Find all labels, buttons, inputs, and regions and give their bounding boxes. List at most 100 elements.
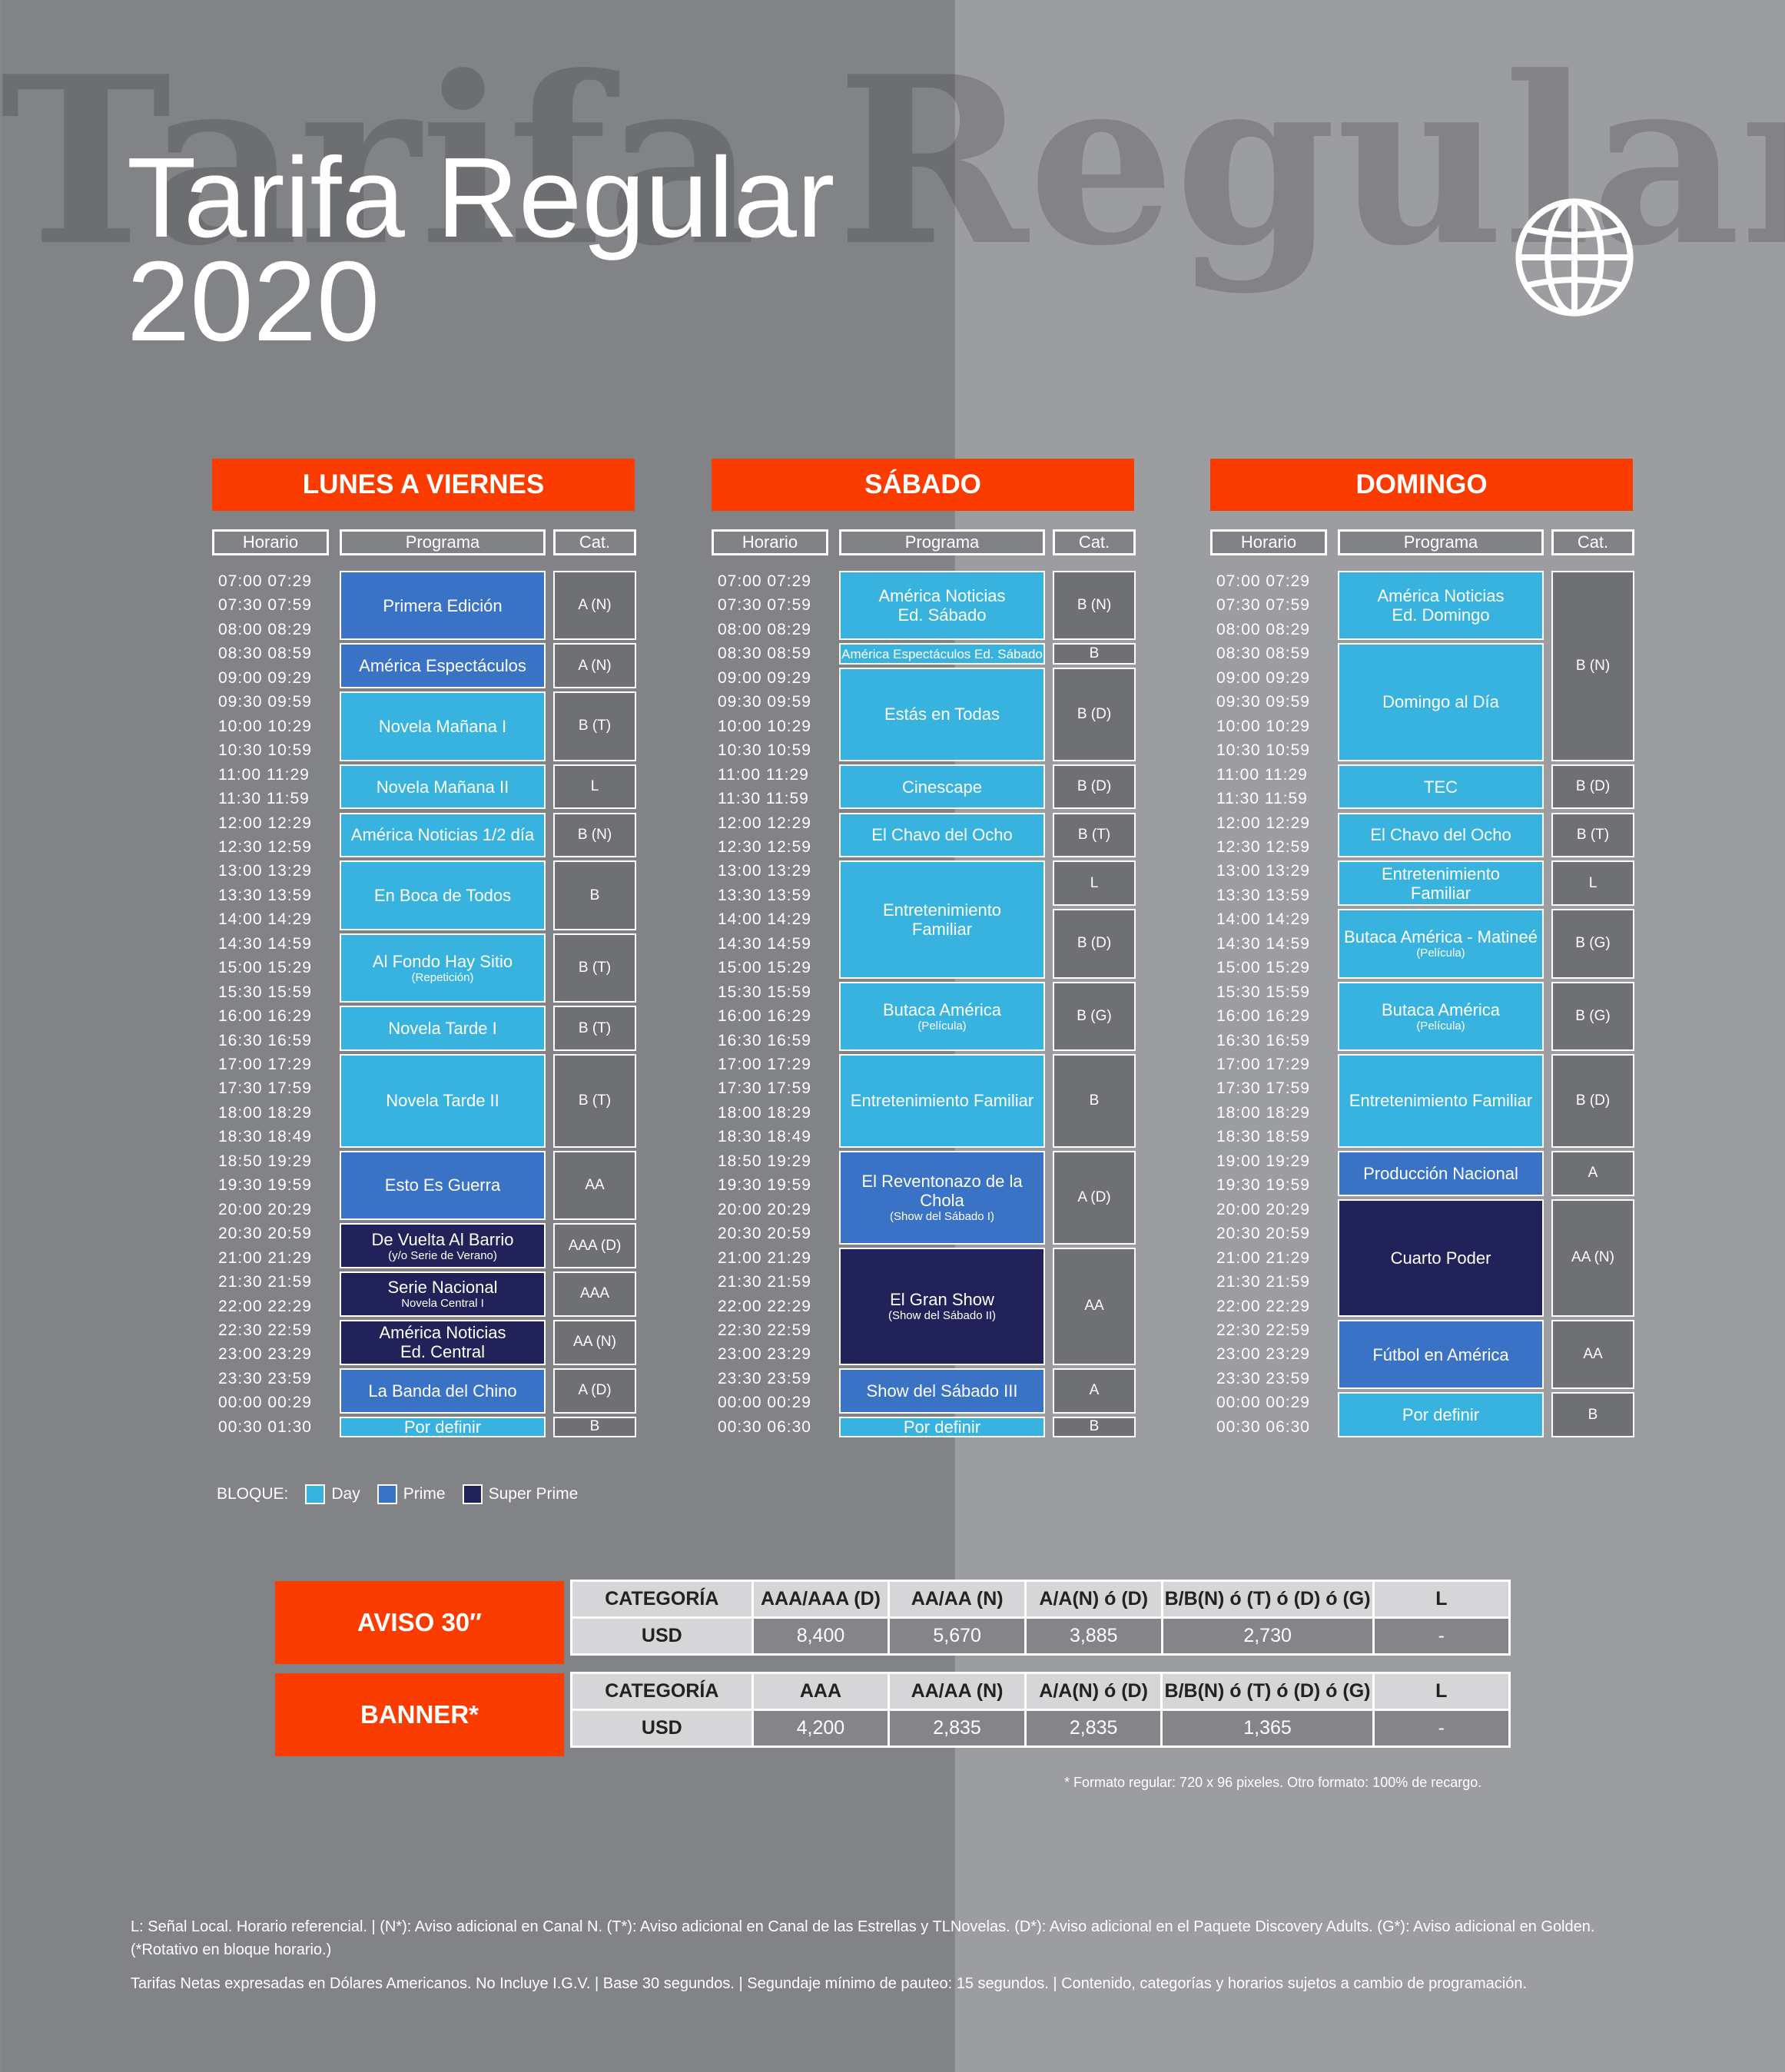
program-name: Por definir (903, 1417, 981, 1437)
program-name: El Reventonazo de la Chola (861, 1172, 1023, 1211)
program-tec[interactable]: TEC (1338, 764, 1544, 810)
time-slot: 09:30 09:59 (218, 693, 312, 711)
category-cell: B (1551, 1392, 1634, 1438)
program-name: Esto Es Guerra (384, 1175, 501, 1195)
time-slot: 17:30 17:59 (1216, 1079, 1310, 1098)
time-slot: 22:00 22:29 (218, 1297, 312, 1315)
program-novela-manana-ii[interactable]: Novela Mañana II (340, 764, 546, 810)
program-de-vuelta-al-barrio[interactable]: De Vuelta Al Barrio (y/o Serie de Verano) (340, 1223, 546, 1269)
time-slot: 08:00 08:29 (218, 620, 312, 638)
program-america-noticias-ed-central[interactable]: América Noticias Ed. Central (340, 1319, 546, 1365)
time-slot: 23:30 23:59 (1216, 1369, 1310, 1387)
program-name: Al Fondo Hay Sitio (372, 951, 513, 971)
col-header-programa: Programa (340, 529, 546, 555)
program-name: Entretenimiento Familiar (882, 900, 1002, 940)
time-slot: 16:00 16:29 (1216, 1007, 1310, 1026)
program-america-noticias-1-2-dia[interactable]: América Noticias 1/2 día (340, 812, 546, 858)
program-subtitle: Novela Central I (401, 1297, 484, 1311)
time-slot: 22:30 22:59 (718, 1321, 811, 1339)
program-por-definir[interactable]: Por definir (839, 1416, 1045, 1438)
category-cell: B (1053, 1054, 1136, 1148)
time-slot: 21:30 21:59 (718, 1273, 811, 1291)
program-cinescape[interactable]: Cinescape (839, 764, 1045, 810)
price-header-cell: AAA/AAA (D) (751, 1580, 891, 1619)
program-el-chavo-del-ocho[interactable]: El Chavo del Ocho (839, 812, 1045, 858)
time-slot: 00:00 00:29 (1216, 1394, 1310, 1412)
time-slot: 21:30 21:59 (218, 1273, 312, 1291)
program-america-noticias-ed-sabado[interactable]: América Noticias Ed. Sábado (839, 571, 1045, 641)
program-la-banda-del-chino[interactable]: La Banda del Chino (340, 1368, 546, 1414)
time-slot: 13:00 13:29 (1216, 862, 1310, 880)
col-header-cat: Cat. (553, 529, 636, 555)
time-slot: 00:30 06:30 (718, 1417, 811, 1436)
category-cell: B (1053, 643, 1136, 665)
time-slot: 17:30 17:59 (218, 1079, 312, 1098)
time-slot: 12:00 12:29 (218, 814, 312, 832)
program-produccion-nacional[interactable]: Producción Nacional (1338, 1150, 1544, 1196)
time-slot: 14:00 14:29 (718, 910, 811, 929)
legend-super-prime-label: Super Prime (488, 1485, 579, 1503)
program-name: Fútbol en América (1372, 1344, 1509, 1364)
program-esto-es-guerra[interactable]: Esto Es Guerra (340, 1150, 546, 1221)
program-al-fondo-hay-sitio[interactable]: Al Fondo Hay Sitio (Repetición) (340, 933, 546, 1003)
globe-logo-icon (1515, 198, 1634, 317)
category-cell: L (1551, 860, 1634, 907)
legend-label: BLOQUE: (217, 1485, 289, 1503)
category-cell: B (N) (1551, 571, 1634, 761)
program-america-noticias-ed-domingo[interactable]: América Noticias Ed. Domingo (1338, 571, 1544, 641)
program-novela-manana-i[interactable]: Novela Mañana I (340, 691, 546, 761)
time-slot: 20:30 20:59 (718, 1225, 811, 1243)
program-novela-tarde-i[interactable]: Novela Tarde I (340, 1006, 546, 1051)
program-subtitle: (y/o Serie de Verano) (388, 1248, 497, 1262)
time-slot: 11:30 11:59 (718, 790, 809, 808)
program-el-reventonazo-de-la-chola[interactable]: El Reventonazo de la Chola (Show del Sába… (839, 1150, 1045, 1245)
program-name: Por definir (403, 1417, 482, 1437)
program-futbol-en-america[interactable]: Fútbol en América (1338, 1319, 1544, 1390)
program-name: Novela Mañana II (376, 777, 509, 797)
time-slot: 10:30 10:59 (218, 741, 312, 760)
time-slot: 09:30 09:59 (718, 693, 811, 711)
program-name: Serie Nacional (387, 1278, 498, 1298)
program-serie-nacional[interactable]: Serie Nacional Novela Central I (340, 1271, 546, 1317)
program-butaca-america[interactable]: Butaca América (Película) (1338, 981, 1544, 1051)
time-slot: 14:00 14:29 (218, 910, 312, 929)
category-cell: L (553, 764, 636, 810)
program-name: Cuarto Poder (1390, 1248, 1491, 1268)
program-butaca-america[interactable]: Butaca América (Película) (839, 981, 1045, 1051)
time-slot: 08:30 08:59 (718, 645, 811, 663)
program-domingo-al-dia[interactable]: Domingo al Día (1338, 643, 1544, 761)
program-subtitle: (Repetición) (411, 970, 474, 984)
time-slot: 19:30 19:59 (1216, 1176, 1310, 1195)
program-butaca-america-matinee[interactable]: Butaca América - Matineé (Película) (1338, 909, 1544, 979)
category-cell: B (G) (1551, 909, 1634, 979)
program-en-boca-de-todos[interactable]: En Boca de Todos (340, 860, 546, 930)
category-cell: AA (N) (553, 1319, 636, 1365)
program-por-definir[interactable]: Por definir (1338, 1392, 1544, 1438)
program-estas-en-todas[interactable]: Estás en Todas (839, 667, 1045, 761)
program-el-gran-show[interactable]: El Gran Show (Show del Sábado II) (839, 1247, 1045, 1365)
time-slot: 08:30 08:59 (1216, 645, 1310, 663)
day-header-weekday: LUNES A VIERNES (212, 459, 635, 511)
program-entretenimiento-familiar[interactable]: Entretenimiento Familiar (839, 860, 1045, 979)
program-entretenimiento-familiar[interactable]: Entretenimiento Familiar (839, 1054, 1045, 1148)
program-subtitle: (Show del Sábado II) (888, 1309, 997, 1323)
program-cuarto-poder[interactable]: Cuarto Poder (1338, 1198, 1544, 1317)
program-primera-edicion[interactable]: Primera Edición (340, 571, 546, 641)
program-novela-tarde-ii[interactable]: Novela Tarde II (340, 1054, 546, 1148)
time-slot: 23:30 23:59 (218, 1369, 312, 1387)
time-slot: 09:30 09:59 (1216, 693, 1310, 711)
program-name: Novela Mañana I (378, 716, 507, 736)
program-america-espectaculos-ed-sabado[interactable]: América Espectáculos Ed. Sábado (839, 643, 1045, 665)
program-show-del-sabado-iii[interactable]: Show del Sábado III (839, 1368, 1045, 1414)
time-slot: 12:30 12:59 (1216, 837, 1310, 856)
price-header-cell: CATEGORÍA (570, 1580, 754, 1619)
program-entretenimiento-familiar[interactable]: Entretenimiento Familiar (1338, 1054, 1544, 1148)
time-slot: 18:30 18:49 (218, 1128, 312, 1146)
program-el-chavo-del-ocho[interactable]: El Chavo del Ocho (1338, 812, 1544, 858)
program-america-espectaculos[interactable]: América Espectáculos (340, 643, 546, 689)
time-slot: 14:30 14:59 (718, 934, 811, 953)
time-slot: 23:00 23:29 (1216, 1345, 1310, 1364)
program-por-definir[interactable]: Por definir (340, 1416, 546, 1438)
program-entretenimiento-familiar[interactable]: Entretenimiento Familiar (1338, 860, 1544, 907)
program-name: El Gran Show (890, 1290, 994, 1310)
